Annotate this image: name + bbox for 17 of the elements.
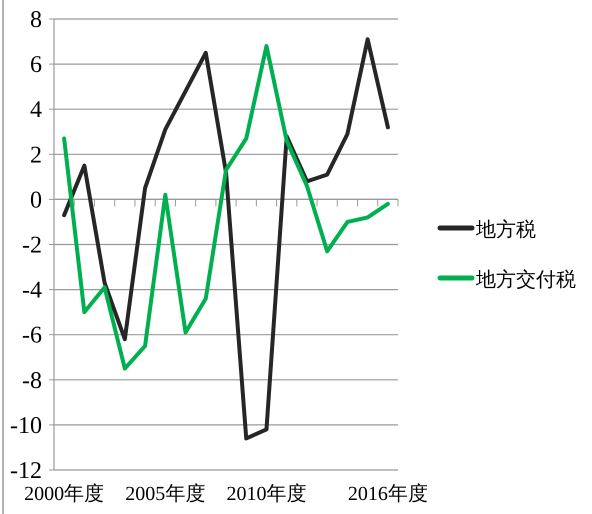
y-tick-label: -12 <box>10 458 42 484</box>
y-tick-label: -10 <box>10 412 42 439</box>
y-tick-label: 6 <box>30 52 42 78</box>
y-tick-label: 8 <box>30 7 42 33</box>
y-tick-label: -6 <box>22 322 42 349</box>
x-tick-label: 2016年度 <box>348 483 428 505</box>
y-tick-label: 0 <box>30 187 42 214</box>
y-tick-label: -8 <box>22 368 42 394</box>
y-tick-label: -4 <box>22 278 42 304</box>
y-tick-label: -2 <box>22 232 42 258</box>
legend-label: 地方交付税 <box>475 268 576 291</box>
y-tick-label: 4 <box>30 97 42 124</box>
x-tick-label: 2005年度 <box>125 483 206 505</box>
x-tick-label: 2000年度 <box>24 483 104 505</box>
y-tick-label: 2 <box>30 142 42 168</box>
x-tick-label: 2010年度 <box>226 483 306 505</box>
legend-label: 地方税 <box>475 218 536 241</box>
